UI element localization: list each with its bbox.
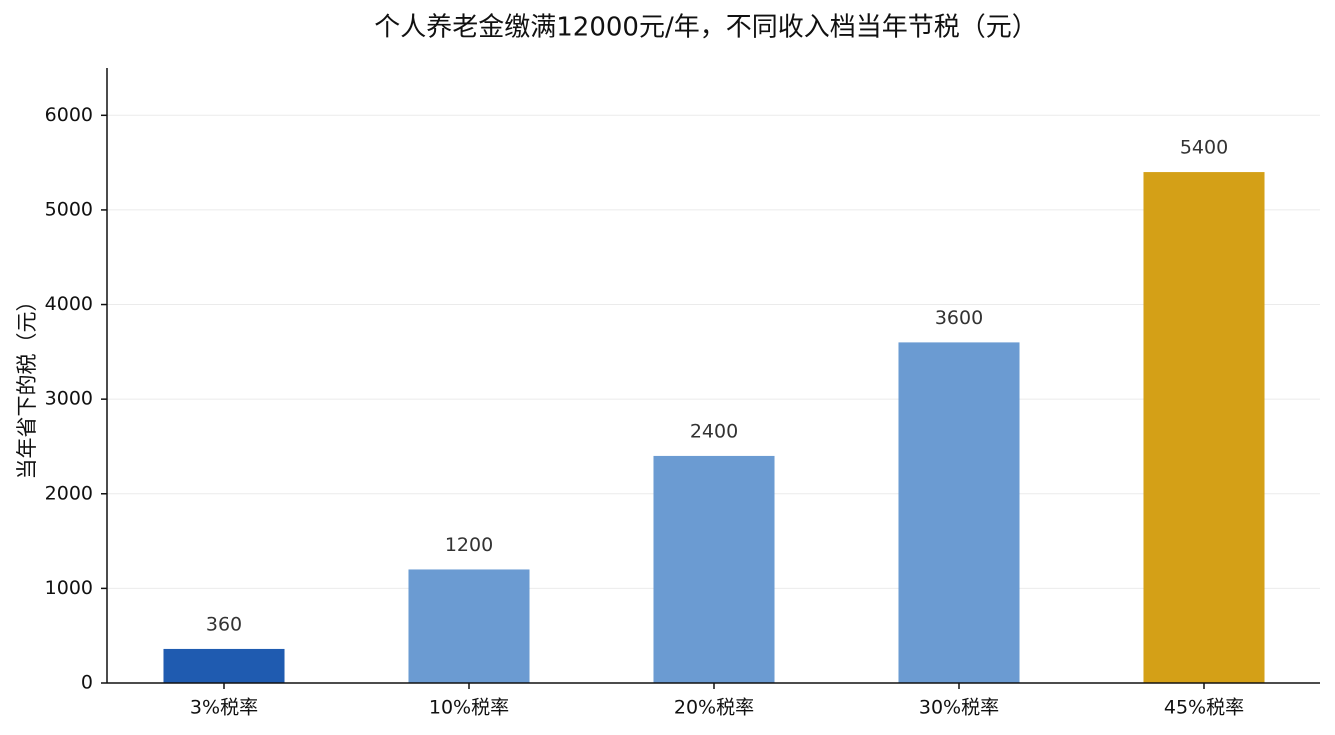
data-label: 3600	[935, 307, 983, 329]
chart-title: 个人养老金缴满12000元/年，不同收入档当年节税（元）	[374, 13, 1037, 43]
bar	[408, 569, 530, 683]
y-tick-label: 6000	[45, 104, 93, 126]
x-tick-label: 45%税率	[1164, 697, 1244, 719]
data-label: 2400	[690, 420, 738, 442]
x-tick-label: 30%税率	[919, 697, 999, 719]
bar	[653, 455, 775, 683]
y-tick-label: 5000	[45, 198, 93, 220]
bar	[163, 648, 285, 683]
x-tick-label: 20%税率	[674, 697, 754, 719]
y-tick-label: 1000	[45, 577, 93, 599]
y-tick-label: 0	[81, 672, 93, 694]
y-tick-label: 4000	[45, 293, 93, 315]
y-tick-label: 2000	[45, 482, 93, 504]
x-tick-label: 10%税率	[429, 697, 509, 719]
x-tick-label: 3%税率	[190, 697, 258, 719]
bar	[1143, 172, 1265, 684]
y-tick-label: 3000	[45, 388, 93, 410]
data-label: 5400	[1180, 137, 1228, 159]
bar	[898, 342, 1020, 683]
data-label: 1200	[445, 534, 493, 556]
y-axis-label: 当年省下的税（元）	[15, 291, 39, 480]
data-label: 360	[206, 613, 242, 635]
